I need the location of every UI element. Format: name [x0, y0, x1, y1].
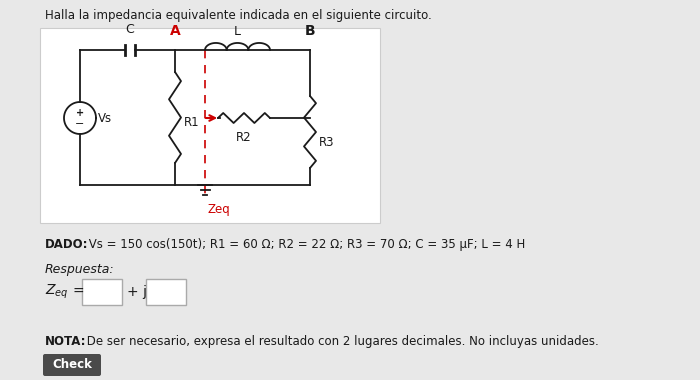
Text: R2: R2 [236, 131, 252, 144]
Text: R3: R3 [319, 136, 335, 149]
Text: DADO:: DADO: [45, 238, 88, 251]
Text: Respuesta:: Respuesta: [45, 263, 115, 276]
Text: Zeq: Zeq [207, 203, 230, 216]
Text: Vs = 150 cos(150t); R1 = 60 Ω; R2 = 22 Ω; R3 = 70 Ω; C = 35 μF; L = 4 H: Vs = 150 cos(150t); R1 = 60 Ω; R2 = 22 Ω… [85, 238, 525, 251]
FancyBboxPatch shape [146, 279, 186, 305]
FancyBboxPatch shape [82, 279, 122, 305]
Text: B: B [304, 24, 315, 38]
Text: +: + [76, 108, 84, 118]
Text: −: − [76, 119, 85, 129]
FancyBboxPatch shape [40, 28, 380, 223]
Text: NOTA:: NOTA: [45, 335, 87, 348]
Text: C: C [125, 23, 134, 36]
Text: Halla la impedancia equivalente indicada en el siguiente circuito.: Halla la impedancia equivalente indicada… [45, 9, 432, 22]
Text: + j: + j [127, 285, 147, 299]
Text: Vs: Vs [98, 111, 112, 125]
Text: De ser necesario, expresa el resultado con 2 lugares decimales. No incluyas unid: De ser necesario, expresa el resultado c… [83, 335, 598, 348]
Text: L: L [234, 25, 241, 38]
Text: =: = [72, 285, 83, 299]
Text: Check: Check [52, 358, 92, 372]
Text: R1: R1 [184, 117, 199, 130]
Text: $Z_{eq}$: $Z_{eq}$ [45, 283, 69, 301]
FancyBboxPatch shape [43, 354, 101, 376]
Text: A: A [169, 24, 181, 38]
